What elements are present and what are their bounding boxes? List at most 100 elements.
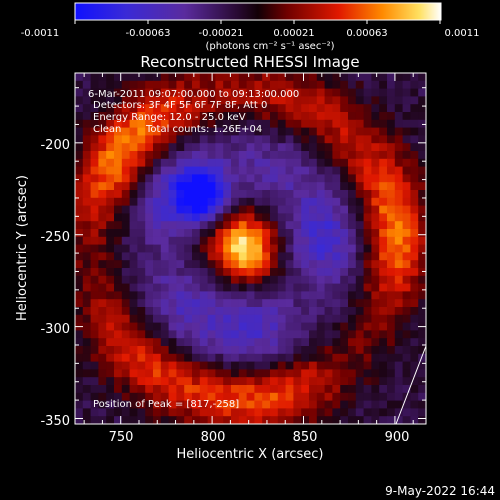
heatmap-cell: [160, 80, 170, 90]
heatmap-cell: [90, 119, 99, 129]
heatmap-cell: [82, 244, 92, 253]
heatmap-cell: [363, 182, 372, 191]
heatmap-cell: [355, 112, 365, 121]
heatmap-cell: [410, 275, 419, 285]
heatmap-cell: [277, 112, 287, 121]
heatmap-cell: [231, 330, 240, 339]
heatmap-cell: [254, 229, 263, 238]
heatmap-cell: [293, 80, 302, 90]
heatmap-cell: [262, 353, 271, 363]
heatmap-cell: [223, 229, 232, 238]
heatmap-cell: [293, 314, 302, 324]
heatmap-cell: [184, 73, 193, 82]
heatmap-cell: [418, 291, 426, 300]
heatmap-cell: [168, 307, 177, 316]
heatmap-cell: [285, 353, 294, 363]
heatmap-cell: [309, 314, 318, 324]
heatmap-cell: [223, 369, 232, 378]
heatmap-cell: [332, 135, 341, 144]
heatmap-cell: [293, 260, 302, 269]
heatmap-cell: [90, 221, 99, 230]
heatmap-cell: [340, 283, 349, 292]
heatmap-cell: [402, 346, 411, 355]
heatmap-cell: [410, 88, 419, 97]
heatmap-cell: [153, 314, 162, 324]
heatmap-cell: [168, 229, 177, 238]
heatmap-cell: [106, 314, 115, 324]
heatmap-cell: [168, 322, 177, 331]
heatmap-cell: [168, 400, 177, 409]
heatmap-cell: [316, 291, 326, 300]
heatmap-cell: [348, 229, 357, 238]
heatmap-cell: [106, 346, 115, 355]
heatmap-cell: [285, 158, 294, 168]
heatmap-cell: [168, 197, 177, 207]
heatmap-cell: [207, 135, 216, 144]
heatmap-cell: [106, 369, 115, 378]
heatmap-cell: [387, 205, 396, 214]
heatmap-cell: [160, 221, 170, 230]
heatmap-cell: [145, 322, 154, 331]
heatmap-cell: [394, 166, 404, 175]
heatmap-cell: [129, 268, 138, 277]
heatmap-cell: [285, 151, 294, 160]
heatmap-cell: [82, 104, 92, 113]
heatmap-cell: [246, 182, 255, 191]
heatmap-cell: [270, 104, 279, 113]
heatmap-cell: [207, 158, 216, 168]
heatmap-cell: [137, 338, 146, 347]
heatmap-cell: [168, 385, 177, 394]
heatmap-cell: [82, 268, 92, 277]
heatmap-cell: [371, 291, 380, 300]
heatmap-cell: [215, 400, 224, 409]
heatmap-cell: [394, 127, 404, 136]
heatmap-cell: [371, 283, 380, 292]
heatmap-cell: [316, 275, 326, 285]
heatmap-cell: [75, 135, 84, 144]
heatmap-cell: [192, 283, 201, 292]
heatmap-cell: [160, 119, 170, 129]
heatmap-cell: [160, 190, 170, 199]
heatmap-cell: [137, 127, 146, 136]
heatmap-cell: [363, 275, 372, 285]
heatmap-cell: [301, 416, 310, 424]
heatmap-cell: [379, 213, 388, 222]
heatmap-cell: [270, 166, 279, 175]
heatmap-cell: [371, 400, 380, 409]
heatmap-cell: [215, 166, 224, 175]
heatmap-cell: [137, 96, 146, 105]
heatmap-cell: [293, 158, 302, 168]
heatmap-cell: [363, 190, 372, 199]
heatmap-cell: [90, 205, 99, 214]
heatmap-cell: [129, 353, 138, 363]
heatmap-cell: [379, 252, 388, 261]
heatmap-cell: [114, 353, 123, 363]
heatmap-cell: [153, 213, 162, 222]
heatmap-cell: [316, 135, 326, 144]
heatmap-cell: [168, 166, 177, 175]
heatmap-cell: [394, 213, 404, 222]
heatmap-cell: [324, 88, 333, 97]
heatmap-cell: [223, 353, 232, 363]
heatmap-cell: [114, 338, 123, 347]
heatmap-cell: [355, 182, 365, 191]
heatmap-cell: [418, 400, 426, 409]
heatmap-cell: [129, 275, 138, 285]
heatmap-cell: [106, 408, 115, 417]
heatmap-cell: [410, 392, 419, 402]
heatmap-cell: [145, 385, 154, 394]
heatmap-cell: [324, 361, 333, 370]
heatmap-cell: [355, 119, 365, 129]
heatmap-cell: [270, 143, 279, 152]
heatmap-cell: [215, 112, 224, 121]
heatmap-cell: [168, 338, 177, 347]
heatmap-cell: [192, 190, 201, 199]
heatmap-cell: [192, 221, 201, 230]
heatmap-cell: [363, 322, 372, 331]
heatmap-cell: [340, 143, 349, 152]
x-tick-label-900: 900: [385, 430, 410, 445]
heatmap-cell: [277, 143, 287, 152]
heatmap-cell: [238, 369, 248, 378]
heatmap-cell: [192, 314, 201, 324]
heatmap-cell: [145, 307, 154, 316]
